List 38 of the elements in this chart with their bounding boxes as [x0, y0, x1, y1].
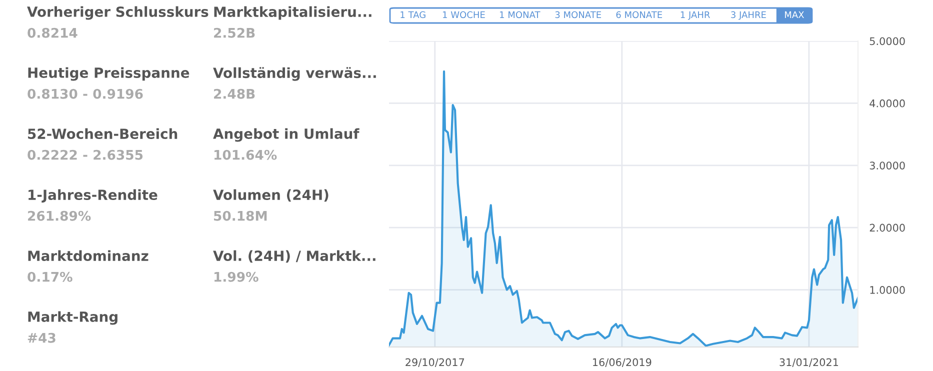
text: 1 TAG [400, 11, 426, 18]
text: 1.99% [214, 272, 258, 282]
text: 0.17% [28, 272, 72, 282]
text: Vorheriger Schlusskurs [27, 6, 208, 20]
text: 1 WOCHE [442, 11, 485, 18]
text: 1 MONAT [500, 11, 540, 18]
x-tick-label: 16/06/2019 [593, 358, 652, 367]
text: Marktdominanz [28, 250, 148, 262]
text: 0.2222 - 2.6355 [28, 150, 143, 160]
x-tick-label: 31/01/2021 [780, 358, 838, 367]
text: 2.48B [214, 88, 255, 99]
text: Angebot in Umlauf [213, 128, 360, 142]
text: 0.8214 [28, 28, 78, 38]
text: Volumen (24H) [213, 189, 328, 202]
y-tick-label: 3.0000 [870, 162, 905, 170]
y-tick-label: 1.0000 [870, 286, 905, 294]
text: Heutige Preisspanne [28, 67, 190, 81]
text: Vol. (24H) / Marktk... [213, 250, 376, 263]
text: 6 MONATE [616, 11, 662, 18]
text: 50.18M [214, 210, 267, 221]
text: 3 JAHRE [731, 11, 766, 20]
text: Vollständig verwäs... [213, 67, 376, 81]
text: Markt-Rang [28, 311, 118, 325]
text: 2.52B [214, 28, 255, 38]
text: MAX [785, 11, 804, 18]
text: 1 JAHR [680, 11, 710, 20]
text: 52-Wochen-Bereich [28, 128, 178, 140]
text: 1-Jahres-Rendite [28, 189, 158, 203]
text: Marktkapitalisieru... [214, 6, 372, 20]
text: 261.89% [28, 210, 91, 221]
text: #43 [28, 332, 56, 343]
y-tick-label: 5.0000 [870, 37, 905, 46]
text: 101.64% [214, 150, 277, 160]
y-tick-label: 2.0000 [870, 224, 905, 232]
y-tick-label: 4.0000 [870, 99, 905, 108]
x-tick-label: 29/10/2017 [406, 358, 464, 367]
text: 0.8130 - 0.9196 [28, 88, 143, 99]
text: 3 MONATE [555, 11, 602, 18]
